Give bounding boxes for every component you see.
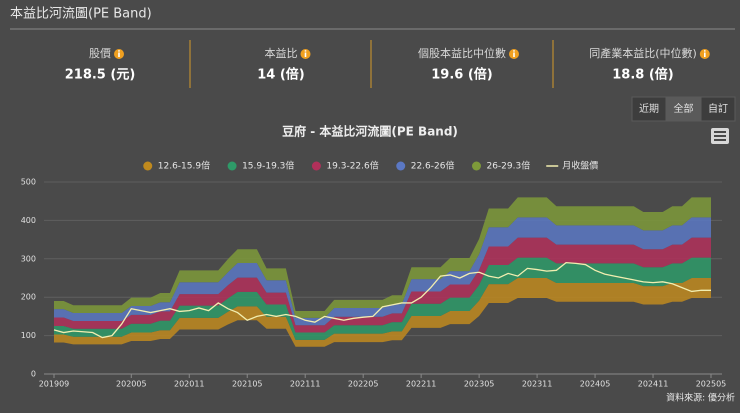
legend-label: 15.9-19.3倍 bbox=[242, 160, 294, 172]
info-icon-mark bbox=[304, 52, 307, 57]
range-button[interactable]: 全部 bbox=[665, 96, 702, 122]
band bbox=[54, 278, 711, 347]
x-tick-label: 202011 bbox=[174, 380, 205, 389]
button-bg bbox=[665, 96, 702, 122]
band bbox=[54, 237, 711, 333]
band bbox=[54, 197, 711, 318]
x-tick-label: 202311 bbox=[522, 380, 553, 389]
info-icon-dot bbox=[118, 50, 120, 52]
menu-bar bbox=[714, 131, 726, 133]
x-tick-label: 202205 bbox=[348, 380, 379, 389]
legend-label: 26-29.3倍 bbox=[486, 160, 530, 172]
button-label: 自訂 bbox=[708, 102, 728, 115]
x-tick-label: 202405 bbox=[580, 380, 611, 389]
menu-bar bbox=[714, 139, 726, 141]
y-tick-label: 500 bbox=[21, 178, 36, 187]
legend-symbol bbox=[471, 161, 481, 171]
info-icon-mark bbox=[118, 52, 120, 57]
info-icon-dot bbox=[513, 50, 515, 52]
legend-symbol bbox=[311, 161, 321, 171]
info-icon-mark bbox=[513, 52, 515, 57]
legend-label: 12.6-15.9倍 bbox=[158, 160, 210, 172]
x-tick-label: 201909 bbox=[39, 380, 70, 389]
x-tick-label: 202005 bbox=[116, 380, 147, 389]
band bbox=[54, 217, 711, 326]
x-tick-label: 202111 bbox=[290, 380, 321, 389]
x-tick-label: 202105 bbox=[232, 380, 263, 389]
button-bg bbox=[700, 96, 736, 122]
y-tick-label: 400 bbox=[21, 216, 36, 225]
button-label: 近期 bbox=[639, 102, 659, 115]
legend-label: 22.6-26倍 bbox=[411, 160, 455, 172]
stat-value: 218.5 (元) bbox=[65, 68, 136, 83]
info-icon-mark bbox=[703, 52, 706, 57]
stat-value: 18.8 (倍) bbox=[612, 67, 673, 83]
stat-label: 個股本益比中位數 bbox=[418, 46, 506, 60]
legend-label: 19.3-22.6倍 bbox=[326, 160, 378, 172]
button-bg bbox=[631, 96, 667, 122]
menu-bar bbox=[714, 135, 726, 137]
chart-title: 豆府 - 本益比河流圖(PE Band) bbox=[282, 124, 458, 139]
legend: 12.6-15.9倍 15.9-19.3倍 19.3-22.6倍 22.6-26倍 26… bbox=[143, 160, 598, 172]
stat-label: 股價 bbox=[89, 46, 111, 60]
legend-label: 月收盤價 bbox=[562, 160, 598, 172]
stat-label: 本益比 bbox=[265, 46, 298, 60]
y-tick-label: 200 bbox=[21, 293, 36, 302]
page-title: 本益比河流圖(PE Band) bbox=[10, 7, 152, 22]
price-line bbox=[53, 261, 711, 339]
stat-label: 同產業本益比(中位數) bbox=[589, 46, 697, 60]
legend-symbol bbox=[227, 161, 237, 171]
x-tick-label: 202211 bbox=[406, 380, 437, 389]
info-icon-dot bbox=[703, 50, 706, 52]
plot: 0 100 200 300 400 500 201909 202005 202011 202105… bbox=[21, 160, 727, 389]
x-tick-label: 202505 bbox=[696, 380, 727, 389]
y-tick-label: 100 bbox=[21, 331, 36, 340]
stats: 股價 218.5 (元) 本益比 14 (倍) 個股本益比中位數 19.6 (倍… bbox=[65, 40, 697, 88]
stat-value: 19.6 (倍) bbox=[431, 67, 492, 83]
menu-button[interactable] bbox=[711, 128, 729, 144]
legend-symbol bbox=[396, 161, 406, 171]
legend-symbol bbox=[143, 161, 153, 171]
range-button[interactable]: 近期 bbox=[631, 96, 667, 122]
info-icon-dot bbox=[304, 50, 307, 52]
x-tick-label: 202305 bbox=[464, 380, 495, 389]
source-note: 資料來源: 優分析 bbox=[666, 392, 735, 404]
band bbox=[54, 257, 711, 340]
x-tick-label: 202411 bbox=[638, 380, 669, 389]
y-tick-label: 300 bbox=[21, 254, 36, 263]
y-tick-label: 0 bbox=[31, 370, 36, 379]
stat-value: 14 (倍) bbox=[257, 67, 305, 83]
button-label: 全部 bbox=[674, 102, 694, 115]
range-button[interactable]: 自訂 bbox=[700, 96, 736, 122]
